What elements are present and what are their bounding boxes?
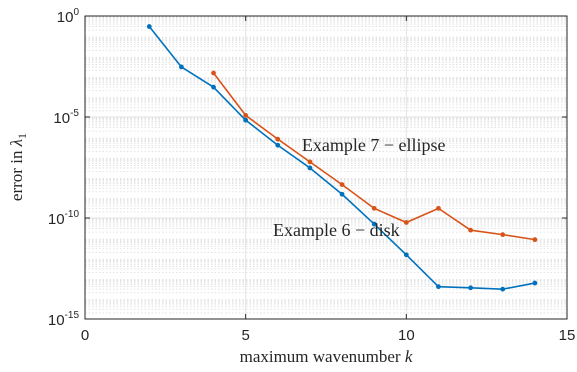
y-axis-title: error in λ1 xyxy=(7,133,29,201)
data-point-1 xyxy=(211,84,216,90)
data-point-1 xyxy=(243,117,249,123)
x-tick-label: 10 xyxy=(398,327,415,344)
y-tick-label: 100 xyxy=(57,7,80,26)
x-tick-label: 15 xyxy=(559,327,576,344)
data-point-1 xyxy=(146,24,152,29)
data-point-2 xyxy=(468,227,473,233)
data-point-1 xyxy=(371,221,377,227)
y-tick-label: 10-10 xyxy=(48,209,80,228)
data-point-2 xyxy=(532,237,538,243)
data-point-1 xyxy=(436,284,441,290)
grid xyxy=(85,16,567,319)
tick-labels: 0 5 10 15 100 10-5 10-10 10-15 xyxy=(48,7,575,344)
y-axis-variable: λ xyxy=(7,139,26,147)
y-tick-label: 10-5 xyxy=(53,108,79,127)
annotation-label: Example 7 − ellipse xyxy=(302,135,446,155)
data-point-2 xyxy=(243,113,249,118)
plot-frame xyxy=(84,15,568,320)
data-point-1 xyxy=(339,191,345,197)
y-tick-label: 10-15 xyxy=(48,310,80,329)
data-point-2 xyxy=(211,70,216,76)
data-point-2 xyxy=(339,182,345,188)
data-point-1 xyxy=(532,280,538,286)
data-point-2 xyxy=(436,205,441,211)
data-point-2 xyxy=(403,220,409,225)
annotation-label: Example 6 − disk xyxy=(273,220,400,240)
data-point-1 xyxy=(307,165,313,171)
data-point-1 xyxy=(179,64,184,70)
data-point-1 xyxy=(275,142,281,148)
x-tick-label: 5 xyxy=(241,327,249,344)
annotations: Example 7 − ellipse Example 6 − disk xyxy=(273,135,446,240)
x-axis-variable: k xyxy=(405,347,413,366)
data-point-1 xyxy=(403,252,409,258)
data-point-2 xyxy=(371,205,377,211)
x-axis-title: maximum wavenumber k xyxy=(240,347,413,366)
y-axis-variable-subscript: 1 xyxy=(15,133,29,139)
plot-background xyxy=(85,16,567,319)
data-point-1 xyxy=(468,285,473,291)
data-point-1 xyxy=(500,286,506,292)
x-tick-label: 0 xyxy=(81,327,89,344)
series-points xyxy=(146,24,538,292)
data-point-2 xyxy=(500,232,506,238)
ticks xyxy=(84,15,568,320)
data-point-2 xyxy=(307,159,313,165)
data-point-2 xyxy=(275,136,281,142)
